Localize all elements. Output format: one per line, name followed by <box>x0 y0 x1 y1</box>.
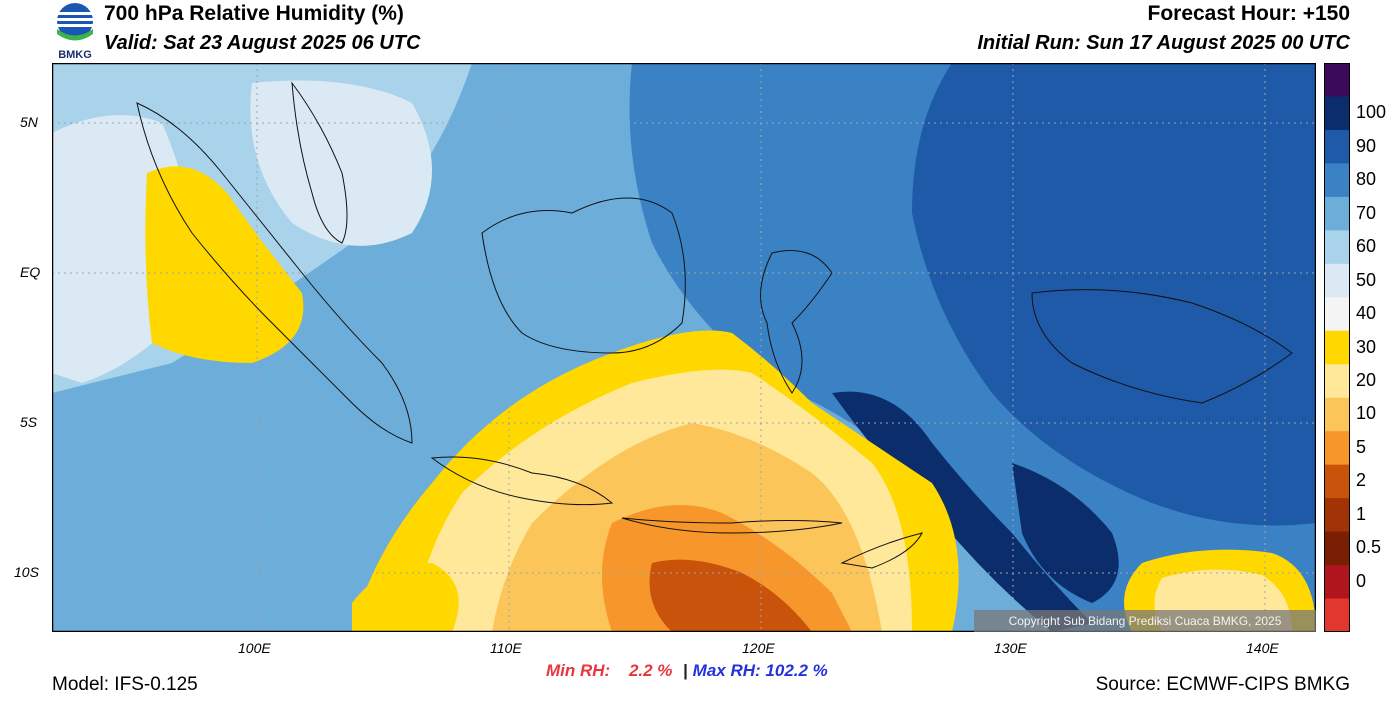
map-frame <box>52 63 1316 632</box>
coastlines <box>136 81 1293 569</box>
max-rh-value: 102.2 % <box>765 661 828 680</box>
min-rh-value: 2.2 % <box>628 661 673 680</box>
borneo-coast <box>481 197 686 354</box>
colorbar-label: 0.5 <box>1356 537 1382 558</box>
bmkg-logo: BMKG <box>57 3 93 60</box>
lat-label-eq: EQ <box>20 264 41 280</box>
lon-label-110e: 110E <box>490 640 522 656</box>
colorbar-segment <box>1324 297 1350 332</box>
colorbar-segment <box>1324 96 1350 131</box>
colorbar-segment <box>1324 196 1350 231</box>
sumatra-coast <box>136 102 413 444</box>
colorbar-segment <box>1324 330 1350 365</box>
lat-label-10s: 10S <box>14 564 39 580</box>
colorbar-label: 1 <box>1356 503 1367 524</box>
min-max-rh: Min RH: 2.2 % | Max RH: 102.2 % <box>546 661 828 681</box>
colorbar-label: 60 <box>1356 236 1377 257</box>
papua-coast <box>1031 289 1293 404</box>
colorbar-segment <box>1324 464 1350 499</box>
colorbar-segment <box>1324 431 1350 466</box>
colorbar-label: 20 <box>1356 369 1377 390</box>
field-30-40-sumatra <box>145 166 304 363</box>
colorbar-frame <box>1324 63 1350 632</box>
sulawesi-coast <box>760 250 833 394</box>
colorbar-segment <box>1324 364 1350 399</box>
colorbar-segment <box>1324 498 1350 533</box>
colorbar-label: 50 <box>1356 269 1377 290</box>
initial-run: Initial Run: Sun 17 August 2025 00 UTC <box>977 32 1350 54</box>
lat-label-5s: 5S <box>20 414 38 430</box>
timor-coast <box>840 532 923 569</box>
model-info: Model: IFS-0.125 <box>52 674 198 695</box>
field-30-40-sw <box>352 563 459 632</box>
lon-label-100e: 100E <box>238 640 271 656</box>
colorbar-segment <box>1324 263 1350 298</box>
colorbar-label: 0 <box>1356 570 1367 591</box>
field-2-5-south <box>649 559 812 632</box>
colorbar-label: 5 <box>1356 436 1367 457</box>
source-info: Source: ECMWF-CIPS BMKG <box>1095 674 1350 695</box>
colorbar-segment <box>1324 565 1350 600</box>
forecast-hour: Forecast Hour: +150 <box>1147 2 1351 25</box>
field-40-50-malaya <box>250 80 432 246</box>
colorbar-segment <box>1324 129 1350 164</box>
colorbar-segment <box>1324 598 1350 632</box>
lon-label-130e: 130E <box>994 640 1027 656</box>
copyright-notice: Copyright Sub Bidang Prediksi Cuaca BMKG… <box>974 610 1316 632</box>
colorbar-label: 80 <box>1356 169 1377 190</box>
min-rh-label: Min RH: <box>546 661 611 680</box>
lat-label-5n: 5N <box>20 114 38 130</box>
colorbar-label: 30 <box>1356 336 1377 357</box>
field-90-100-arafura <box>1012 463 1119 603</box>
colorbar-segment <box>1324 531 1350 566</box>
colorbar-label: 90 <box>1356 135 1377 156</box>
lon-label-140e: 140E <box>1246 640 1279 656</box>
colorbar-segment <box>1324 397 1350 432</box>
graticule <box>52 63 1316 632</box>
nusa-tenggara-coast <box>621 517 843 534</box>
colorbar-segment <box>1324 163 1350 198</box>
colorbar <box>1324 63 1350 632</box>
colorbar-label: 2 <box>1356 470 1367 491</box>
humidity-map <box>52 63 1316 632</box>
logo-text: BMKG <box>58 49 92 60</box>
colorbar-label: 100 <box>1356 102 1387 123</box>
chart-title: 700 hPa Relative Humidity (%) <box>104 2 404 25</box>
colorbar-label: 10 <box>1356 403 1377 424</box>
colorbar-label: 40 <box>1356 303 1377 324</box>
java-coast <box>430 456 614 506</box>
valid-time: Valid: Sat 23 August 2025 06 UTC <box>104 32 421 54</box>
colorbar-segment <box>1324 230 1350 265</box>
colorbar-label: 70 <box>1356 202 1377 223</box>
lon-label-120e: 120E <box>742 640 775 656</box>
colorbar-segment <box>1324 63 1350 97</box>
field-90-100-banda <box>832 391 1092 632</box>
malay-peninsula-coast <box>291 81 348 244</box>
rh-separator: | <box>683 661 688 680</box>
max-rh-label: Max RH: <box>692 661 761 680</box>
